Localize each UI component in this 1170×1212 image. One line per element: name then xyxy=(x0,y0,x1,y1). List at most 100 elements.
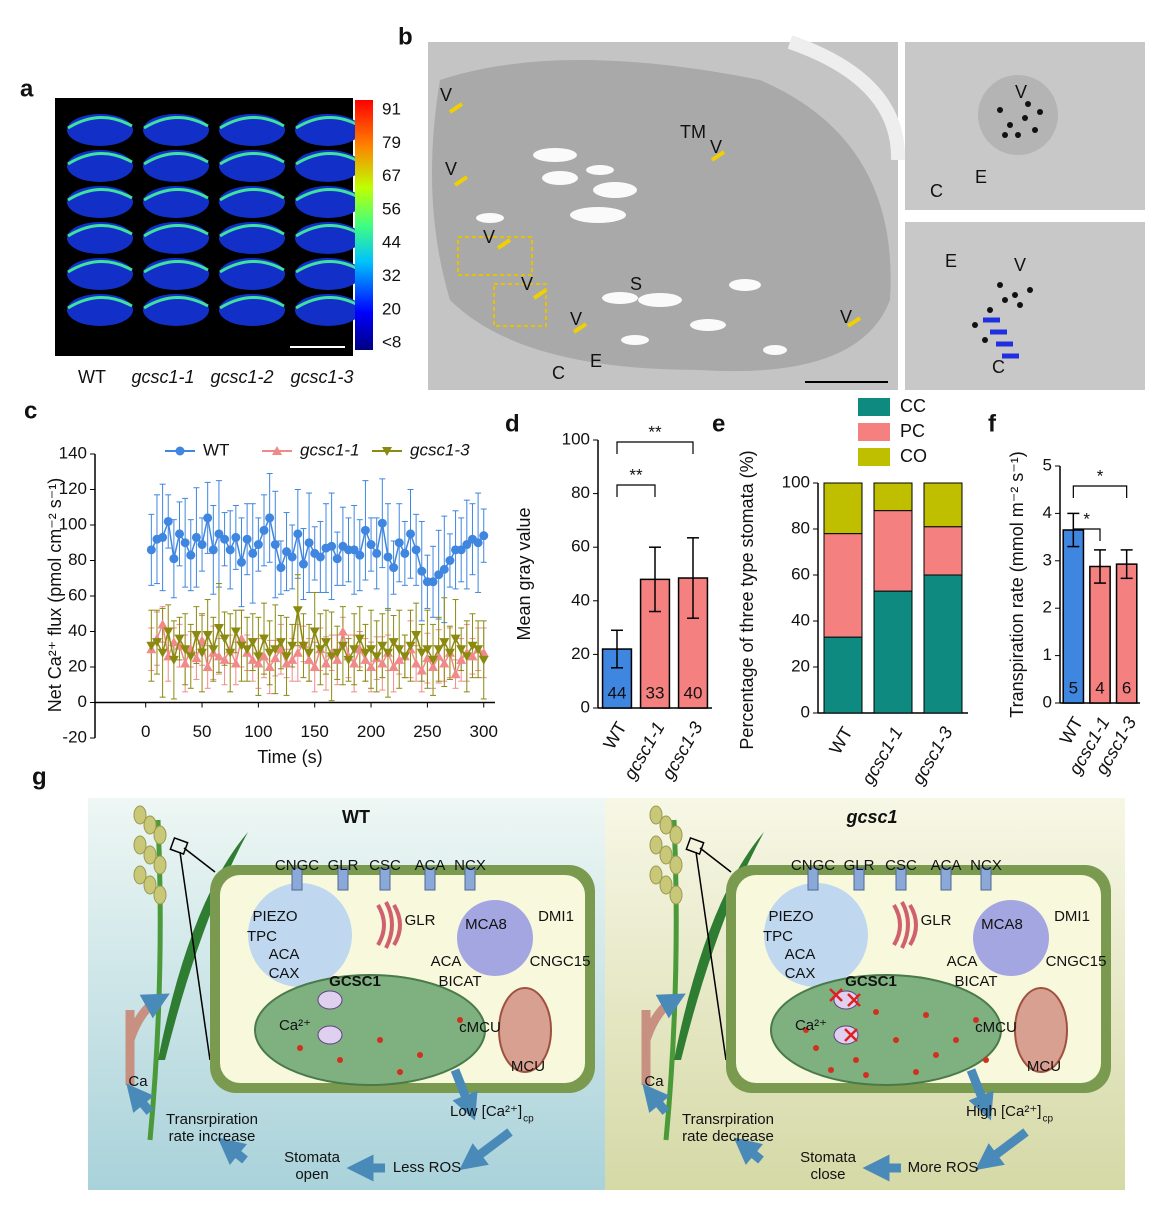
genotype-label: gcsc1-1 xyxy=(131,367,194,387)
y-tick-label: 80 xyxy=(571,483,590,502)
gold-particle xyxy=(987,307,993,313)
marker xyxy=(450,634,461,644)
gold-particle xyxy=(1037,109,1043,115)
golgi-label: GLR xyxy=(921,912,952,929)
marker xyxy=(146,545,156,555)
marker xyxy=(292,606,303,616)
leaf-edge xyxy=(219,116,285,130)
transporter xyxy=(317,1025,343,1045)
marker xyxy=(264,648,275,658)
leaf-edge xyxy=(219,152,285,166)
calcium-dot xyxy=(913,1069,919,1075)
calcium-dot xyxy=(893,1037,899,1043)
gcsc1-label: GCSC1 xyxy=(329,973,381,990)
marker xyxy=(292,647,303,657)
zoom-line xyxy=(183,847,216,873)
marker xyxy=(332,648,343,658)
rice-grain xyxy=(649,865,663,885)
envelope xyxy=(787,35,906,161)
marker xyxy=(422,645,433,655)
marker xyxy=(416,648,427,658)
calcium-dot xyxy=(983,1057,989,1063)
leaf-edge xyxy=(295,296,361,310)
bar xyxy=(1062,529,1085,704)
marker xyxy=(191,631,202,641)
bar-segment xyxy=(823,636,863,714)
rice-grain xyxy=(659,845,673,865)
gold-particle xyxy=(1002,297,1008,303)
zoom-box xyxy=(457,236,533,276)
zoom-line xyxy=(695,851,727,1061)
y-axis-title: Mean gray value xyxy=(514,507,534,640)
leaf-edge xyxy=(143,224,209,238)
mitochondrion xyxy=(1014,987,1068,1073)
bar-segment xyxy=(873,590,913,714)
y-axis-title: Net Ca²⁺ flux (pmol cm⁻² s⁻¹) xyxy=(45,478,65,713)
process-arrow xyxy=(459,1128,513,1171)
gold-particle xyxy=(972,322,978,328)
gold-particle xyxy=(1015,132,1021,138)
marker xyxy=(197,648,208,658)
marker xyxy=(242,534,252,544)
y-tick-label: 20 xyxy=(571,644,590,663)
marker xyxy=(461,652,472,662)
marker xyxy=(366,662,377,671)
inset-label: V xyxy=(1015,82,1027,102)
bar-segment xyxy=(873,510,913,592)
y-tick-label: 60 xyxy=(571,537,590,556)
rice-grain xyxy=(153,825,167,845)
leaf-edge xyxy=(219,188,285,202)
rice-grain xyxy=(669,825,683,845)
aca-label: ACA xyxy=(431,953,462,970)
marker xyxy=(281,652,292,662)
starch-granule xyxy=(602,292,638,304)
x-tick-label: 50 xyxy=(193,722,212,741)
marker xyxy=(428,662,439,671)
y-tick-label: 140 xyxy=(59,443,87,462)
leaf-edge xyxy=(143,152,209,166)
channel xyxy=(379,867,391,891)
panel-label: a xyxy=(20,75,34,102)
transpiration-label: rate increase xyxy=(169,1128,256,1145)
marker xyxy=(355,550,365,560)
channel xyxy=(464,867,476,891)
y-tick-label: 80 xyxy=(791,518,810,537)
starch-granule xyxy=(586,165,614,175)
marker xyxy=(326,652,337,662)
significance-bracket xyxy=(616,484,656,497)
x-tick-label: 200 xyxy=(357,722,385,741)
marker xyxy=(394,538,404,548)
legend-label: gcsc1-1 xyxy=(300,440,360,459)
marker xyxy=(343,655,354,665)
stomata-label: Stomata xyxy=(284,1149,341,1166)
disabled-mark xyxy=(847,993,861,1007)
process-arrow xyxy=(126,1083,155,1115)
nucleus xyxy=(973,900,1049,976)
rice-grain xyxy=(133,805,147,825)
genotype-label: gcsc1-3 xyxy=(290,367,353,387)
genotype-label: WT xyxy=(78,367,106,387)
marker xyxy=(213,623,224,633)
marker xyxy=(354,634,365,644)
cngc15-label: CNGC15 xyxy=(530,953,591,970)
y-tick-label: 100 xyxy=(562,429,590,448)
y-tick-label: 60 xyxy=(791,564,810,583)
marker xyxy=(434,570,444,580)
channel-label: ACA xyxy=(415,857,446,874)
leaf-edge xyxy=(219,296,285,310)
transporter xyxy=(317,990,343,1010)
marker xyxy=(282,547,292,557)
bar-segment xyxy=(823,482,863,535)
marker xyxy=(270,653,281,663)
ca-label: Ca xyxy=(644,1073,664,1090)
bicat-label: BICAT xyxy=(954,973,997,990)
leaf-edge xyxy=(67,224,133,238)
dmi1-label: DMI1 xyxy=(538,908,574,925)
chloroplast xyxy=(770,974,1002,1086)
panel-label: d xyxy=(505,410,520,437)
marker xyxy=(320,638,331,648)
ca_ion-label: Ca²⁺ xyxy=(795,1017,827,1034)
leaf-edge xyxy=(67,116,133,130)
starch-granule xyxy=(763,345,787,355)
